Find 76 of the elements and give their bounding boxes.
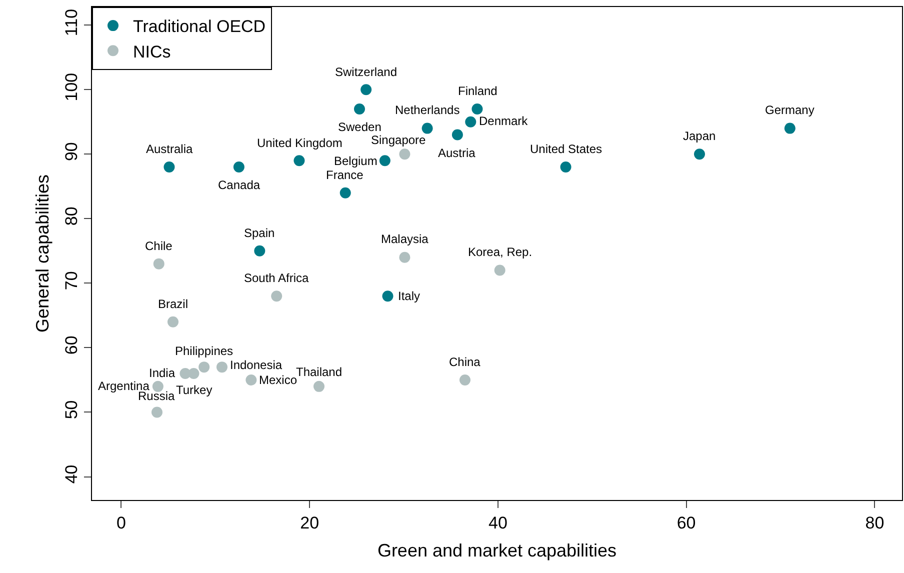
point: [340, 187, 351, 198]
annotation: Philippines: [175, 344, 234, 358]
point: [233, 162, 244, 173]
point: [313, 380, 324, 392]
x-tick-label: 60: [676, 513, 696, 532]
annotation: Korea, Rep.: [468, 245, 532, 259]
annotation: Mexico: [259, 373, 298, 387]
annotation: China: [449, 355, 481, 369]
point: [271, 290, 282, 302]
y-tick-label: 100: [62, 72, 82, 102]
y-tick-label: 50: [62, 400, 82, 420]
point: [151, 406, 162, 418]
annotation: Denmark: [479, 114, 529, 128]
point: [472, 103, 483, 114]
point: [422, 122, 433, 134]
point: [152, 380, 164, 392]
annotation: Belgium: [334, 154, 378, 168]
x-tick-label: 20: [300, 513, 320, 532]
y-axis-title: General capabilities: [32, 174, 52, 333]
annotation: South Africa: [244, 271, 310, 285]
annotation: France: [326, 168, 364, 182]
legend-label: NICs: [133, 42, 171, 62]
point: [216, 362, 228, 373]
y-tick-label: 60: [62, 336, 82, 355]
annotation: Spain: [244, 226, 275, 240]
legend-label: Traditional OECD: [133, 17, 266, 36]
point: [465, 116, 476, 128]
annotation: Malaysia: [381, 232, 429, 246]
annotation: Turkey: [176, 383, 212, 397]
point: [494, 264, 506, 276]
point: [784, 122, 796, 134]
x-tick-label: 80: [865, 513, 884, 532]
y-tick-label: 70: [62, 271, 82, 290]
annotation: Netherlands: [395, 103, 460, 117]
annotation: United States: [530, 142, 602, 156]
annotation: Italy: [398, 289, 420, 303]
point: [360, 84, 372, 96]
y-tick-label: 80: [62, 206, 82, 226]
point: [254, 245, 266, 256]
point: [246, 374, 257, 386]
point: [168, 316, 178, 328]
point: [153, 258, 164, 270]
annotation: Thailand: [296, 365, 342, 379]
annotation: Sweden: [338, 120, 382, 134]
point: [399, 252, 410, 263]
point: [198, 362, 210, 373]
y-tick-label: 90: [62, 142, 82, 162]
x-tick-label: 40: [488, 513, 508, 532]
annotation: Australia: [146, 142, 194, 156]
point: [452, 129, 463, 140]
annotation: Chile: [145, 239, 173, 253]
point: [382, 290, 394, 302]
annotation: Switzerland: [335, 65, 398, 79]
annotation: Canada: [218, 178, 260, 192]
annotation: Singapore: [371, 133, 426, 147]
point: [164, 162, 175, 173]
x-axis-title: Green and market capabilities: [377, 540, 617, 560]
annotation: Germany: [765, 103, 814, 117]
point: [294, 155, 305, 166]
point: [560, 162, 572, 173]
point: [694, 148, 705, 160]
annotation: Japan: [683, 129, 716, 143]
point: [399, 148, 410, 160]
annotation: Austria: [438, 146, 476, 160]
annotation: India: [149, 366, 176, 380]
annotation: United Kingdom: [257, 136, 342, 150]
annotation: Brazil: [158, 297, 188, 311]
annotation: Indonesia: [230, 358, 282, 372]
point: [379, 155, 390, 166]
x-tick-label: 0: [116, 513, 126, 532]
y-tick-label: 40: [62, 464, 82, 484]
y-tick-label: 110: [62, 8, 82, 36]
point: [188, 368, 200, 380]
point: [354, 103, 365, 114]
point: [459, 374, 470, 386]
annotation: Finland: [458, 84, 498, 98]
